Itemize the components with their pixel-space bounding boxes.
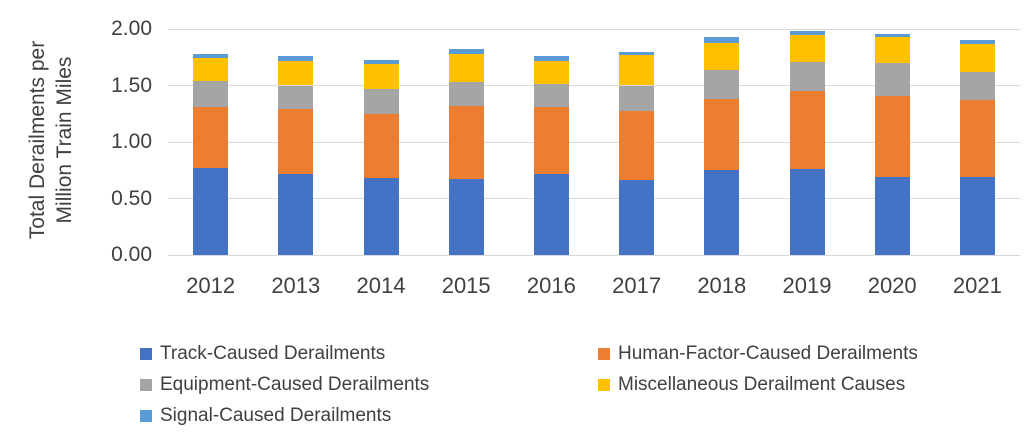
bar-2021-track (959, 177, 995, 255)
legend-swatch-miscellaneous-icon (598, 379, 610, 391)
bar-2021-equipment (959, 71, 995, 101)
bar-2018-human_factor (704, 99, 740, 171)
bar-2021-human_factor (959, 100, 995, 178)
bar-2014-equipment (363, 88, 399, 114)
bar-2021-signal (959, 40, 995, 44)
legend-label-track: Track-Caused Derailments (160, 343, 386, 364)
bar-2012-human_factor (193, 106, 229, 168)
bar-2020-track (874, 177, 910, 255)
bar-2020-equipment (874, 62, 910, 96)
bar-2014-human_factor (363, 113, 399, 179)
y-axis-tick-label-1.00: 1.00 (111, 130, 152, 153)
legend-swatch-equipment-icon (140, 379, 152, 391)
bar-2016-equipment (533, 84, 569, 107)
bar-2019-signal (789, 31, 825, 35)
x-axis-label-2019: 2019 (782, 273, 832, 298)
bar-2017-signal (619, 51, 655, 55)
legend-label-miscellaneous: Miscellaneous Derailment Causes (618, 374, 906, 395)
y-axis-tick-label-2.00: 2.00 (111, 17, 152, 40)
bar-2021-miscellaneous (959, 43, 995, 72)
legend-item-miscellaneous: Miscellaneous Derailment Causes (598, 374, 905, 396)
bar-2019-equipment (789, 61, 825, 92)
x-axis-label-2015: 2015 (441, 273, 491, 298)
bar-2016-track (533, 173, 569, 255)
legend-item-equipment: Equipment-Caused Derailments (140, 374, 429, 396)
bar-2015-track (448, 179, 484, 255)
y-axis-tick-label-0.00: 0.00 (111, 243, 152, 266)
gridline-1.00 (168, 141, 1020, 143)
bar-2019-miscellaneous (789, 34, 825, 62)
legend-swatch-track-icon (140, 348, 152, 360)
x-axis-label-2018: 2018 (697, 273, 747, 298)
bar-2013-track (278, 173, 314, 255)
bar-2020-miscellaneous (874, 36, 910, 63)
y-axis-title-line-1: Total Derailments per (26, 40, 49, 240)
bar-2017-human_factor (619, 111, 655, 181)
bar-2017-equipment (619, 85, 655, 112)
legend-item-signal: Signal-Caused Derailments (140, 405, 391, 427)
bar-2015-human_factor (448, 105, 484, 180)
gridline-2.00 (168, 28, 1020, 30)
bar-2016-signal (533, 56, 569, 61)
bar-2019-human_factor (789, 91, 825, 170)
bar-2012-track (193, 167, 229, 255)
bar-2014-signal (363, 59, 399, 65)
legend-item-track: Track-Caused Derailments (140, 343, 385, 365)
x-axis-label-2014: 2014 (356, 273, 406, 298)
bar-2018-equipment (704, 69, 740, 100)
bar-2012-signal (193, 53, 229, 59)
bar-2018-track (704, 170, 740, 255)
y-axis-tick-label-1.50: 1.50 (111, 73, 152, 97)
bar-2015-signal (448, 49, 484, 54)
bar-2012-miscellaneous (193, 58, 229, 81)
legend-label-equipment: Equipment-Caused Derailments (160, 374, 430, 395)
bar-2017-track (619, 180, 655, 255)
bar-2013-signal (278, 56, 314, 61)
bar-2013-miscellaneous (278, 60, 314, 86)
bar-2014-miscellaneous (363, 64, 399, 89)
x-axis-label-2012: 2012 (186, 273, 236, 298)
legend-label-human_factor: Human-Factor-Caused Derailments (618, 343, 918, 364)
x-axis-label-2013: 2013 (271, 273, 321, 298)
bar-2013-human_factor (278, 109, 314, 174)
bar-2015-miscellaneous (448, 53, 484, 83)
bar-2013-equipment (278, 85, 314, 110)
bar-2020-human_factor (874, 95, 910, 178)
x-axis-label-2016: 2016 (526, 273, 576, 298)
bar-2018-miscellaneous (704, 42, 740, 70)
bar-2018-signal (704, 36, 740, 43)
legend-item-human_factor: Human-Factor-Caused Derailments (598, 343, 918, 365)
gridline-0.50 (168, 198, 1020, 199)
bar-2012-equipment (193, 80, 229, 107)
legend-swatch-signal-icon (140, 410, 152, 422)
x-axis-label-2020: 2020 (867, 273, 917, 298)
bar-2015-equipment (448, 82, 484, 106)
bar-2019-track (789, 169, 825, 255)
legend-label-signal: Signal-Caused Derailments (160, 405, 392, 426)
bar-2017-miscellaneous (619, 54, 655, 86)
bar-2020-signal (874, 33, 910, 37)
gridline-1.50 (168, 85, 1020, 86)
bar-2014-track (363, 178, 399, 255)
x-axis-label-2021: 2021 (952, 273, 1002, 298)
gridline-0.00 (168, 254, 1020, 256)
x-axis-label-2017: 2017 (612, 273, 662, 298)
bar-2016-human_factor (533, 106, 569, 174)
y-axis-tick-label-0.50: 0.50 (111, 186, 152, 210)
bar-2016-miscellaneous (533, 60, 569, 85)
legend-swatch-human_factor-icon (598, 348, 610, 360)
